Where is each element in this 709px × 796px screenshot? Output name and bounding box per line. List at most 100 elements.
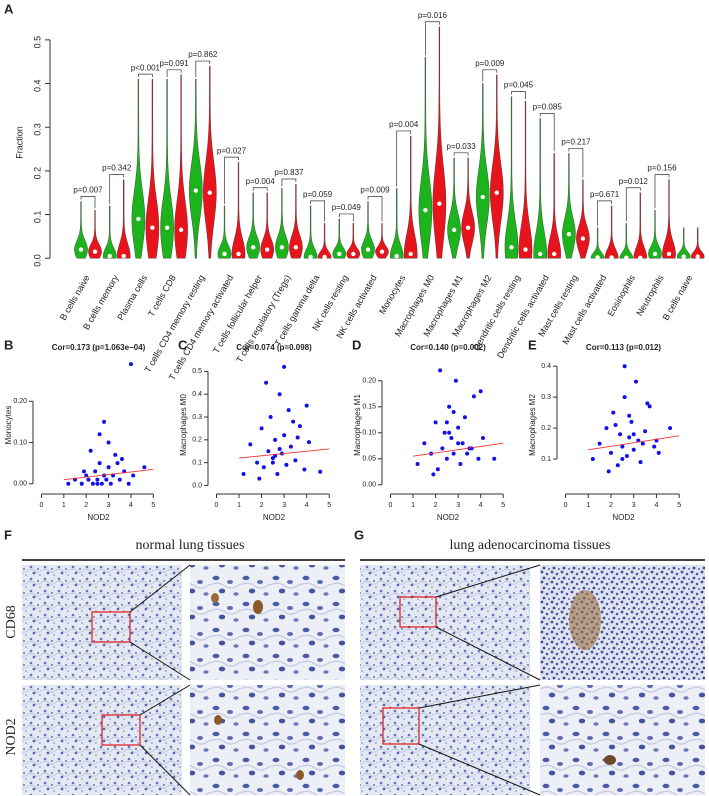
chart-title: Cor=0.173 (p=1.063e−04) [52,343,146,352]
x-tick-label: 5 [327,502,331,509]
violin [633,192,648,259]
median-dot [595,255,600,260]
x-tick-label: Plasma cells [115,273,149,322]
violin [145,78,160,259]
p-value: p=0.671 [590,190,620,199]
p-value: p=0.004 [389,120,419,129]
violin [518,100,533,259]
y-tick-label: 0.1 [32,211,42,224]
point [590,457,595,462]
violin [604,205,619,259]
stain [253,600,263,614]
p-bracket [453,152,469,156]
median-dot [423,208,428,213]
median-dot [322,254,327,260]
p-value: p=0.837 [274,168,304,177]
violin [361,201,375,259]
fit-line [588,435,680,451]
median-dot [251,245,256,250]
median-dot [480,194,485,200]
point [611,410,616,415]
y-tick-label: 0.4 [192,391,202,398]
violin [432,26,447,259]
point [447,404,452,409]
micrograph [190,685,345,795]
point [453,378,458,383]
point [643,429,648,434]
median-dot [121,253,126,259]
violin [504,96,519,259]
point [291,419,296,424]
p-value: p=0.059 [303,190,333,199]
point [615,463,620,468]
x-tick-label: 4 [305,502,309,509]
violin [217,205,232,259]
fit-line [239,448,330,459]
zoom-line [418,684,541,709]
y-tick-label: 0.20 [13,398,27,405]
violin [231,161,246,259]
x-tick-label: 0 [564,502,568,509]
median-dot [293,245,299,250]
x-tick-label: 0 [40,502,44,509]
point [304,403,309,408]
violin [648,210,662,259]
median-dot [681,254,686,259]
median-dot [652,251,658,257]
point [97,432,102,437]
median-dot [78,247,84,252]
violin [260,192,274,259]
stain [604,755,616,765]
ihc-panel: normal lung tissues lung adenocarcinoma … [4,538,705,796]
y-tick-label: 0.10 [13,439,27,446]
median-dot [580,236,586,241]
point [297,424,302,429]
y-tick-label: 0.2 [32,167,42,180]
violin [576,179,590,259]
median-dot [566,232,572,237]
point [286,408,291,413]
p-value: p=0.085 [533,103,563,112]
point [93,469,98,474]
p-value: p=0.156 [647,164,677,173]
point [306,440,311,445]
y-axis-label: Fraction [14,126,24,159]
p-value: p=0.012 [619,177,649,186]
violin [332,218,347,259]
median-dot [92,249,98,254]
point [99,481,104,486]
y-tick-label: 0.4 [32,80,42,93]
x-tick-label: Monocytes [377,273,408,316]
y-tick-label: 0.2 [192,437,202,444]
point [106,465,111,470]
point [433,420,438,425]
p-bracket [482,69,498,82]
micrograph [360,685,530,795]
micrograph [540,685,705,795]
point [622,395,627,400]
median-dot [538,251,543,257]
point [115,461,120,466]
median-dot [509,245,514,250]
p-value: p=0.217 [561,138,591,147]
point [104,477,109,482]
x-tick-label: 0 [215,502,219,509]
point [113,452,118,457]
y-axis-label: Macrophages M2 [528,394,537,456]
median-dot [193,188,198,193]
violin [174,74,188,259]
median-dot [451,227,457,233]
ihc-title: lung adenocarcinoma tissues [450,538,611,553]
y-tick-label: 0.2 [541,425,551,432]
p-bracket [625,187,641,222]
violin [131,78,146,259]
violin [619,223,634,259]
median-dot [107,253,112,259]
y-axis-label: Macrophages M1 [353,394,362,456]
point [451,410,456,414]
point [284,462,289,467]
stain [211,593,219,603]
zoom-line [435,626,541,681]
x-tick-label: 2 [609,502,613,509]
point [613,423,618,427]
